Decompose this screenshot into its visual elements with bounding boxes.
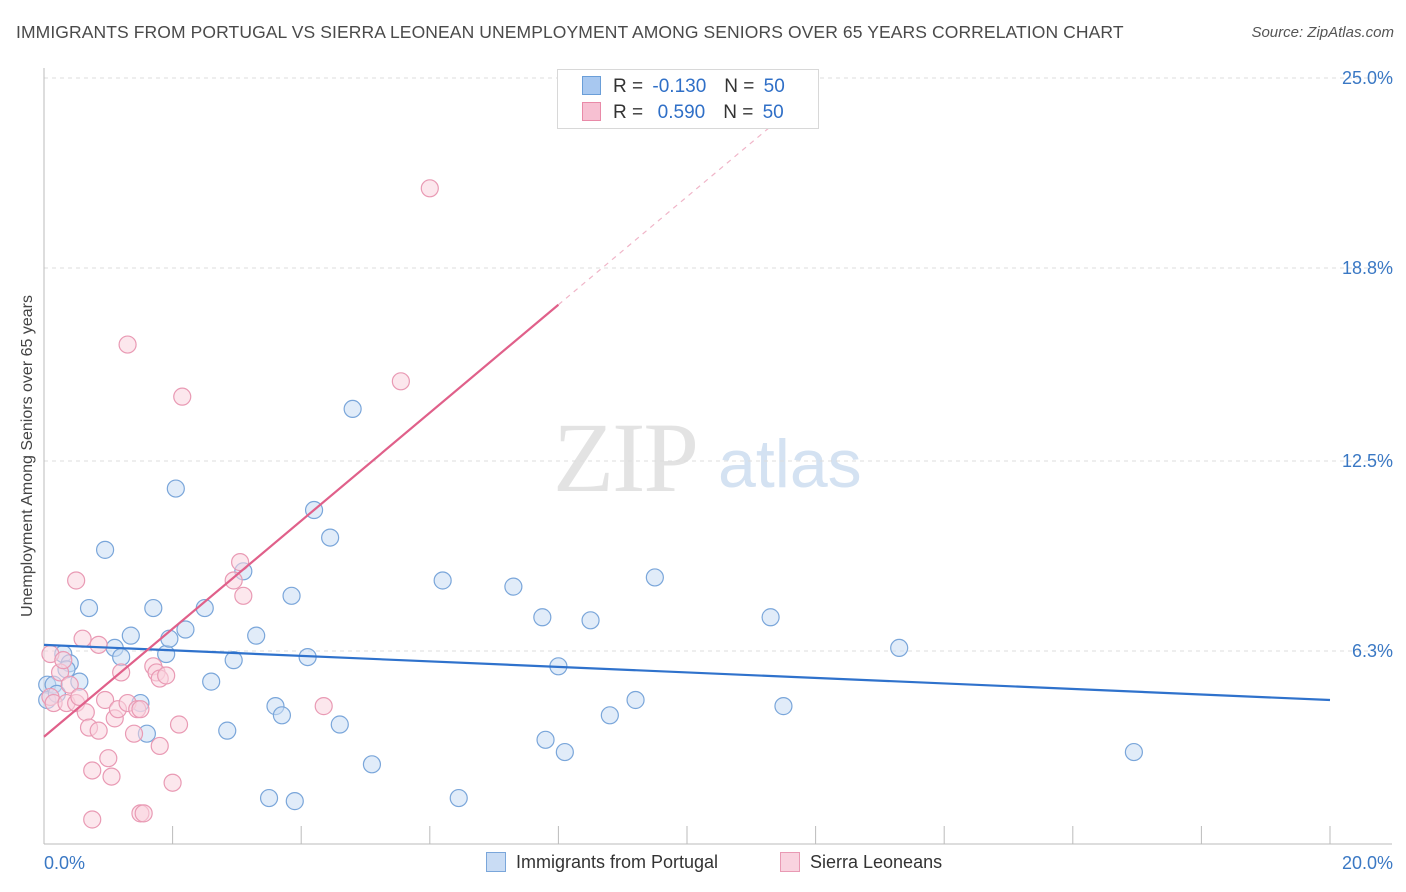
- point-portugal: [449, 788, 468, 808]
- n-label: N =: [723, 102, 754, 123]
- source-label: Source: ZipAtlas.com: [1251, 24, 1394, 41]
- point-portugal: [330, 715, 349, 734]
- x-tick-label: 0.0%: [44, 853, 85, 873]
- legend-label-portugal: Immigrants from Portugal: [516, 852, 719, 872]
- point-portugal: [285, 792, 304, 811]
- point-sierra-leone: [118, 335, 137, 354]
- point-sierra-leone: [99, 749, 118, 768]
- r-value-portugal: -0.130: [652, 76, 707, 97]
- point-portugal: [1124, 742, 1143, 762]
- r-label: R =: [613, 102, 644, 123]
- point-sierra-leone: [83, 810, 102, 829]
- point-portugal: [157, 644, 176, 664]
- watermark-zip: ZIP: [553, 402, 699, 513]
- legend-swatch-sierra-leone: [780, 852, 800, 872]
- point-portugal: [581, 611, 600, 630]
- point-portugal: [533, 608, 552, 627]
- point-portugal: [343, 399, 362, 419]
- point-portugal: [761, 608, 780, 627]
- point-portugal: [224, 651, 243, 670]
- correlation-legend: R = -0.130 N = 50 R = 0.590 N = 50: [557, 69, 819, 129]
- point-sierra-leone: [224, 571, 243, 590]
- r-value-sierra-leone: 0.590: [652, 102, 706, 123]
- legend-swatch-portugal: [582, 76, 601, 95]
- chart-title: IMMIGRANTS FROM PORTUGAL VS SIERRA LEONE…: [16, 22, 1124, 42]
- watermark-atlas: atlas: [718, 426, 862, 502]
- point-portugal: [79, 598, 99, 618]
- point-portugal: [645, 568, 664, 587]
- legend-item-sierra-leone: Sierra Leoneans: [780, 852, 942, 873]
- point-sierra-leone: [67, 571, 86, 590]
- point-portugal: [504, 577, 523, 596]
- point-sierra-leone: [102, 767, 121, 786]
- point-portugal: [890, 638, 909, 658]
- point-sierra-leone: [173, 387, 192, 406]
- legend-row-portugal: R = -0.130 N = 50: [582, 76, 785, 100]
- point-sierra-leone: [131, 700, 150, 719]
- legend-item-portugal: Immigrants from Portugal: [486, 852, 718, 873]
- point-portugal: [433, 571, 452, 590]
- point-portugal: [774, 697, 793, 716]
- point-portugal: [321, 528, 340, 547]
- point-sierra-leone: [89, 721, 108, 740]
- point-portugal: [166, 479, 185, 498]
- n-value-portugal: 50: [763, 76, 785, 97]
- point-sierra-leone: [73, 629, 92, 648]
- point-portugal: [536, 730, 555, 749]
- legend-swatch-sierra-leone: [582, 102, 601, 121]
- point-portugal: [202, 672, 221, 691]
- point-sierra-leone: [89, 635, 108, 654]
- point-sierra-leone: [391, 372, 410, 391]
- y-tick-label: 18.8%: [1342, 258, 1393, 278]
- point-portugal: [259, 788, 279, 808]
- trendline-sierra-leone: [43, 303, 560, 738]
- legend-row-sierra-leone: R = 0.590 N = 50: [582, 102, 784, 126]
- point-portugal: [362, 755, 382, 774]
- point-sierra-leone: [234, 586, 253, 605]
- point-portugal: [282, 586, 301, 605]
- point-sierra-leone: [420, 179, 439, 198]
- point-portugal: [112, 647, 131, 667]
- point-sierra-leone: [169, 715, 189, 734]
- point-sierra-leone: [231, 553, 250, 572]
- point-portugal: [555, 742, 574, 762]
- point-portugal: [272, 706, 292, 725]
- point-sierra-leone: [134, 804, 153, 823]
- x-tick-label: 20.0%: [1342, 853, 1393, 873]
- point-portugal: [600, 706, 619, 725]
- r-label: R =: [613, 76, 644, 97]
- legend-label-sierra-leone: Sierra Leoneans: [810, 852, 943, 872]
- y-tick-label: 6.3%: [1352, 641, 1393, 661]
- y-tick-label: 12.5%: [1342, 451, 1393, 471]
- point-sierra-leone: [54, 651, 73, 670]
- point-portugal: [121, 626, 140, 645]
- point-portugal: [95, 540, 115, 559]
- point-portugal: [218, 721, 237, 740]
- legend-swatch-portugal: [486, 852, 506, 872]
- n-value-sierra-leone: 50: [762, 102, 784, 123]
- point-sierra-leone: [157, 666, 176, 685]
- n-label: N =: [724, 76, 755, 97]
- point-sierra-leone: [150, 736, 169, 756]
- trendline-portugal: [43, 643, 1331, 702]
- point-portugal: [144, 598, 163, 618]
- point-sierra-leone: [83, 761, 102, 780]
- point-sierra-leone: [314, 697, 333, 716]
- point-portugal: [247, 626, 266, 645]
- point-portugal: [626, 690, 645, 710]
- point-portugal: [176, 620, 195, 639]
- point-sierra-leone: [163, 773, 182, 792]
- point-sierra-leone: [60, 675, 79, 694]
- point-sierra-leone: [124, 724, 144, 743]
- point-sierra-leone: [70, 687, 89, 707]
- y-tick-label: 25.0%: [1342, 68, 1393, 88]
- point-sierra-leone: [95, 690, 115, 710]
